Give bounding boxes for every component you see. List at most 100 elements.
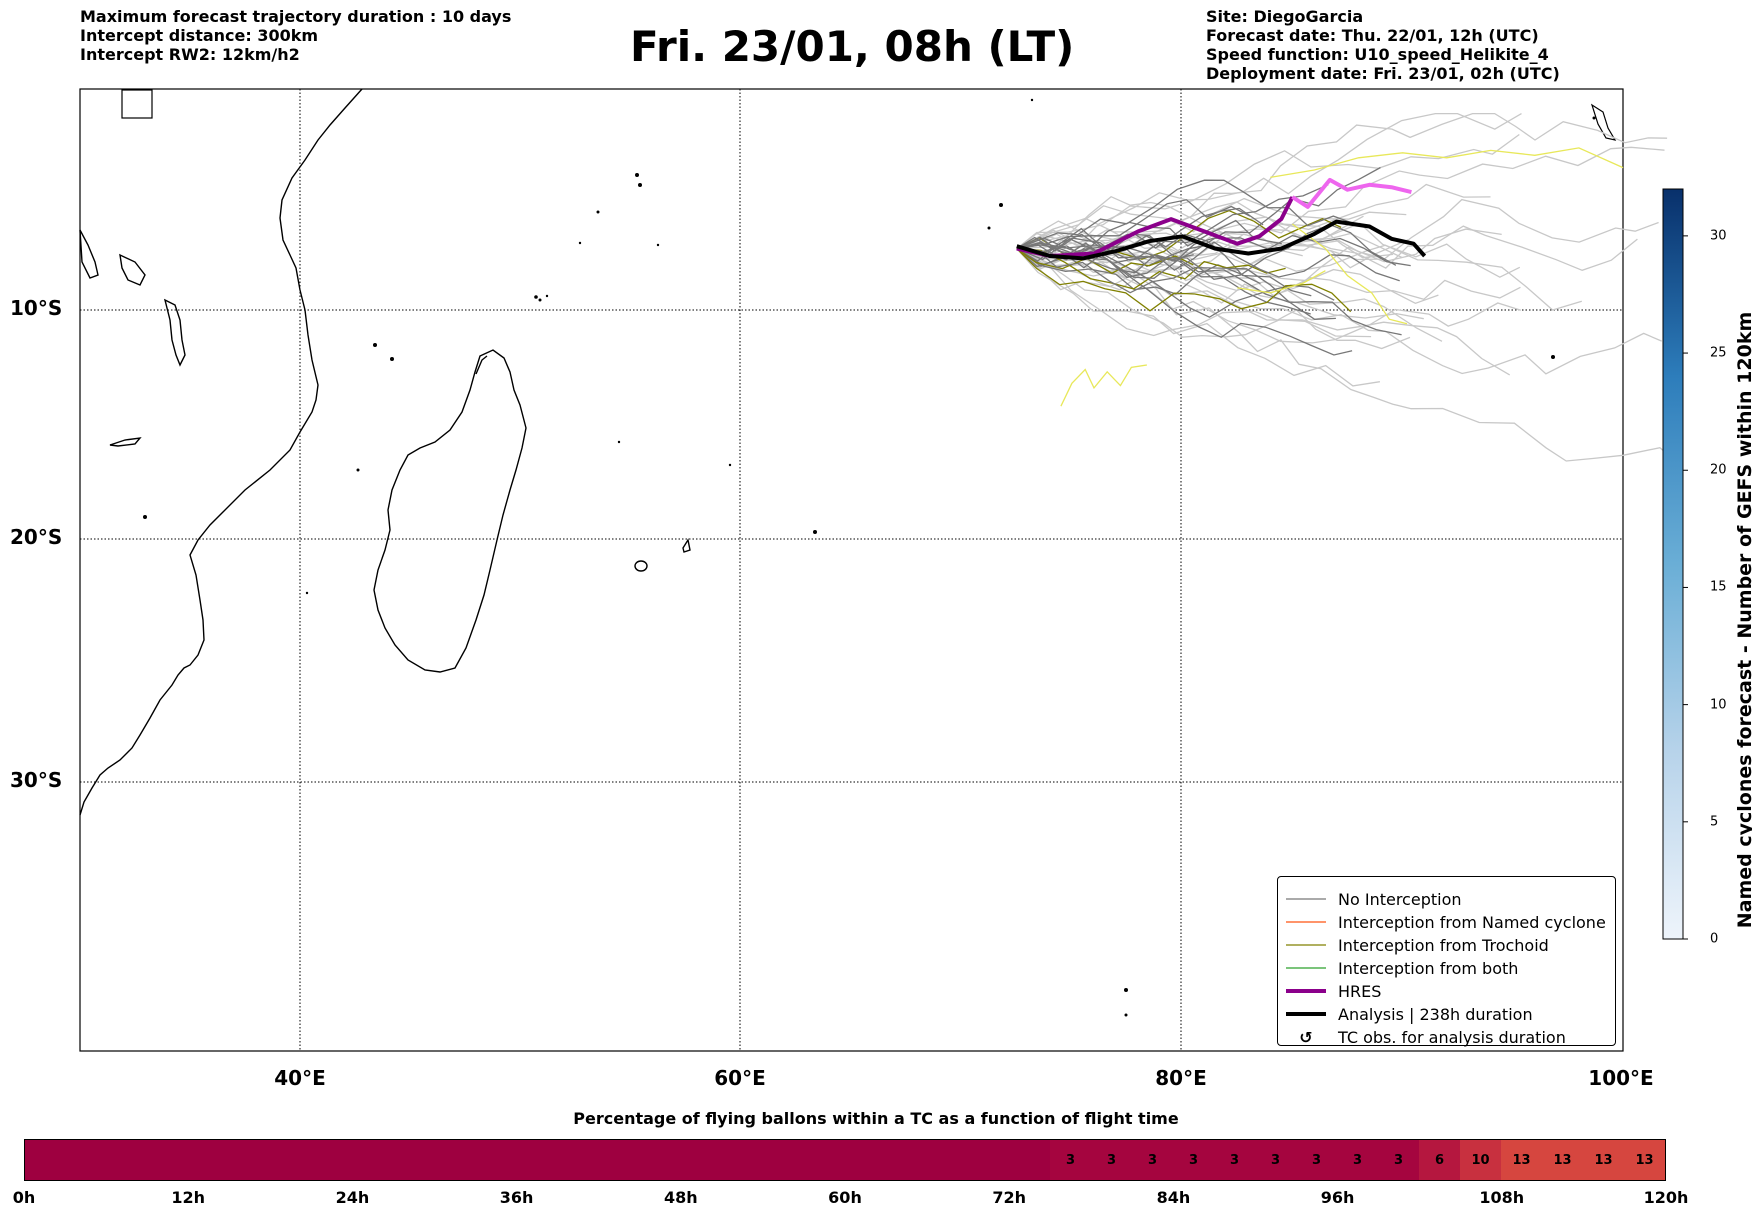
info-line: Speed function: U10_speed_Helikite_4 <box>1206 45 1549 64</box>
bottom-tick-label: 48h <box>663 1188 698 1207</box>
ensemble-track <box>1016 248 1424 320</box>
ensemble-track <box>1016 228 1403 267</box>
colorbar-tick-label: 20 <box>1710 462 1727 478</box>
zanzibar <box>79 229 99 279</box>
legend-swatch <box>1286 944 1326 946</box>
legend-item: Interception from Named cyclone <box>1278 911 1606 933</box>
ensemble-track <box>1016 248 1411 350</box>
tc-percentage-bar: 3 3 3 3 3 3 3 3 3 6 10 13 13 13 13 <box>24 1139 1666 1181</box>
legend-label: HRES <box>1338 981 1382 1001</box>
bottom-tick-label: 0h <box>12 1188 36 1207</box>
percentage-segment: 6 <box>1419 1140 1460 1180</box>
percentage-segment: 3 <box>1132 1140 1173 1180</box>
legend-label: Interception from Trochoid <box>1338 935 1549 955</box>
island-ne <box>1590 103 1617 141</box>
yellow-tracks <box>1060 147 1624 407</box>
legend-swatch <box>1286 921 1326 923</box>
ensemble-track <box>1016 242 1353 356</box>
legend-label: Analysis | 238h duration <box>1338 1004 1533 1024</box>
legend-item: ↺ TC obs. for analysis duration <box>1278 1026 1566 1048</box>
colorbar-tick-label: 0 <box>1710 931 1719 947</box>
percentage-segment <box>25 1140 1050 1180</box>
ensemble-track <box>1016 248 1372 338</box>
ensemble-track <box>1016 236 1194 261</box>
ensemble-track <box>1016 248 1380 387</box>
tc-observation-icon: ↺ <box>1299 1027 1313 1047</box>
legend-item: Interception from both <box>1278 957 1518 979</box>
lat-label-30s: 30°S <box>10 768 63 792</box>
percentage-segment: 3 <box>1296 1140 1337 1180</box>
africa-coast <box>79 88 363 816</box>
legend-item: HRES <box>1278 980 1381 1002</box>
ensemble-track <box>1016 232 1386 273</box>
ensemble-track <box>1016 248 1662 375</box>
ensemble-track <box>1016 248 1683 467</box>
bottom-tick-label: 96h <box>1320 1188 1355 1207</box>
legend-item: No Interception <box>1278 888 1462 910</box>
lon-label-100e: 100°E <box>1588 1066 1654 1090</box>
ensemble-track <box>1016 247 1286 290</box>
info-line: Intercept RW2: 12km/h2 <box>80 45 300 64</box>
legend-label: TC obs. for analysis duration <box>1338 1027 1566 1047</box>
ensemble-track <box>1016 232 1409 269</box>
bottom-chart-title: Percentage of flying ballons within a TC… <box>573 1109 1179 1128</box>
ensemble-track <box>1016 184 1329 264</box>
colorbar-tick-label: 5 <box>1710 814 1719 830</box>
yellow-track <box>1270 147 1624 179</box>
lon-label-60e: 60°E <box>714 1066 766 1090</box>
legend-item: Analysis | 238h duration <box>1278 1003 1533 1025</box>
info-line: Forecast date: Thu. 22/01, 12h (UTC) <box>1206 26 1539 45</box>
madagascar <box>373 349 527 673</box>
main-title: Fri. 23/01, 08h (LT) <box>630 22 1075 71</box>
ensemble-track <box>1016 234 1411 267</box>
percentage-segment: 10 <box>1460 1140 1501 1180</box>
hres-track-tail <box>1291 177 1412 209</box>
yellow-track <box>1237 270 1326 294</box>
percentage-segment: 3 <box>1255 1140 1296 1180</box>
percentage-segment: 3 <box>1050 1140 1091 1180</box>
bottom-tick-label: 24h <box>335 1188 370 1207</box>
tanzania-islands <box>119 253 146 286</box>
percentage-segment: 13 <box>1583 1140 1624 1180</box>
percentage-segment: 3 <box>1173 1140 1214 1180</box>
colorbar-tick-label: 30 <box>1710 228 1727 244</box>
ensemble-track <box>1016 195 1364 252</box>
colorbar-tick-label: 25 <box>1710 345 1727 361</box>
small-islands <box>121 89 1596 1017</box>
madagascar-tip <box>475 355 488 375</box>
bottom-tick-label: 72h <box>992 1188 1027 1207</box>
legend-swatch <box>1286 989 1326 993</box>
graticule <box>80 89 1623 1051</box>
reunion-island <box>634 560 648 572</box>
ensemble-track <box>1016 179 1358 250</box>
percentage-segment: 3 <box>1091 1140 1132 1180</box>
percentage-segment: 3 <box>1337 1140 1378 1180</box>
hres-track <box>1016 196 1295 258</box>
legend: No Interception Interception from Named … <box>1277 876 1616 1048</box>
run-info: Maximum forecast trajectory duration : 1… <box>80 7 511 64</box>
legend-swatch <box>1286 898 1326 900</box>
yellow-track <box>1060 364 1147 407</box>
colorbar-ticks <box>1683 235 1688 940</box>
legend-label: Interception from Named cyclone <box>1338 912 1606 932</box>
legend-item: Interception from Trochoid <box>1278 934 1549 956</box>
info-line: Intercept distance: 300km <box>80 26 319 45</box>
bottom-tick-label: 120h <box>1643 1188 1689 1207</box>
lat-label-20s: 20°S <box>10 525 63 549</box>
info-line: Deployment date: Fri. 23/01, 02h (UTC) <box>1206 64 1560 83</box>
lake-coast-1 <box>163 298 186 367</box>
ensemble-track <box>1016 244 1582 311</box>
legend-label: No Interception <box>1338 889 1462 909</box>
bottom-tick-label: 12h <box>171 1188 206 1207</box>
ensemble-track <box>1016 247 1336 320</box>
info-line: Site: DiegoGarcia <box>1206 7 1364 26</box>
comoros <box>109 437 142 447</box>
colorbar <box>1662 188 1684 940</box>
ensemble-track <box>1016 112 1522 250</box>
bottom-tick-label: 84h <box>1156 1188 1191 1207</box>
percentage-segment: 3 <box>1214 1140 1255 1180</box>
site-info: Site: DiegoGarcia Forecast date: Thu. 22… <box>1206 7 1560 83</box>
percentage-segment: 13 <box>1501 1140 1542 1180</box>
bottom-tick-label: 108h <box>1479 1188 1525 1207</box>
legend-swatch <box>1286 1012 1326 1016</box>
